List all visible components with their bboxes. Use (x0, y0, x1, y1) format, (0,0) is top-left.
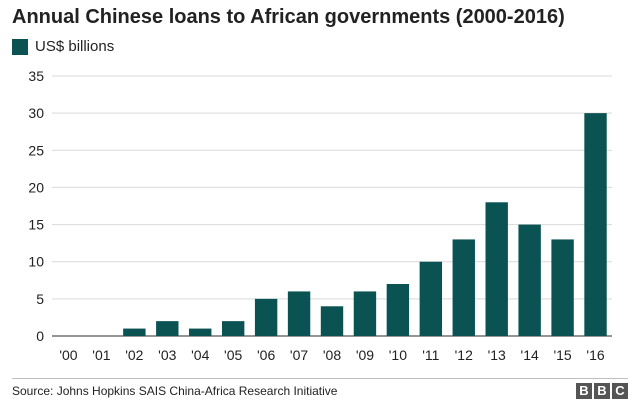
x-tick-label: '16 (586, 347, 604, 363)
x-tick-label: '02 (125, 347, 143, 363)
bbc-logo-letter-1: B (576, 383, 592, 399)
bbc-logo-letter-2: B (594, 383, 610, 399)
x-tick-label: '05 (224, 347, 242, 363)
bar (353, 291, 377, 336)
bar (518, 224, 541, 336)
y-tick-label: 15 (28, 217, 44, 233)
bar (485, 202, 508, 336)
y-tick-label: 5 (36, 291, 44, 307)
x-tick-label: '04 (191, 347, 209, 363)
bar (584, 113, 607, 337)
bar (123, 328, 146, 336)
y-tick-label: 20 (28, 179, 44, 195)
footer-divider (12, 378, 628, 379)
x-tick-label: '08 (323, 347, 341, 363)
x-tick-label: '13 (488, 347, 506, 363)
x-tick-label: '03 (158, 347, 176, 363)
bar (551, 239, 574, 336)
bbc-logo-letter-3: C (612, 383, 628, 399)
y-tick-label: 25 (28, 142, 44, 158)
x-tick-label: '12 (455, 347, 473, 363)
x-tick-label: '15 (553, 347, 571, 363)
x-tick-label: '06 (257, 347, 275, 363)
legend: US$ billions (12, 38, 114, 55)
x-tick-label: '01 (92, 347, 110, 363)
x-tick-label: '07 (290, 347, 308, 363)
x-tick-label: '11 (422, 347, 439, 363)
y-tick-label: 0 (36, 328, 44, 344)
y-tick-label: 30 (28, 105, 44, 121)
legend-label: US$ billions (35, 38, 115, 55)
bar (287, 291, 311, 336)
bar (419, 261, 443, 336)
bar (386, 284, 410, 336)
bar (156, 321, 179, 336)
bar (320, 306, 344, 336)
x-tick-label: '14 (521, 347, 539, 363)
bar (254, 298, 278, 336)
source-note: Source: Johns Hopkins SAIS China-Africa … (12, 384, 338, 398)
legend-swatch (12, 38, 28, 55)
bar (221, 321, 245, 336)
bar (452, 239, 475, 336)
y-tick-label: 35 (28, 68, 44, 84)
x-tick-label: '09 (356, 347, 374, 363)
y-tick-label: 10 (28, 254, 44, 270)
bar (189, 328, 212, 336)
x-tick-label: '10 (389, 347, 407, 363)
x-tick-label: '00 (59, 347, 77, 363)
chart-title: Annual Chinese loans to African governme… (12, 6, 565, 28)
bbc-logo: B B C (576, 383, 628, 399)
